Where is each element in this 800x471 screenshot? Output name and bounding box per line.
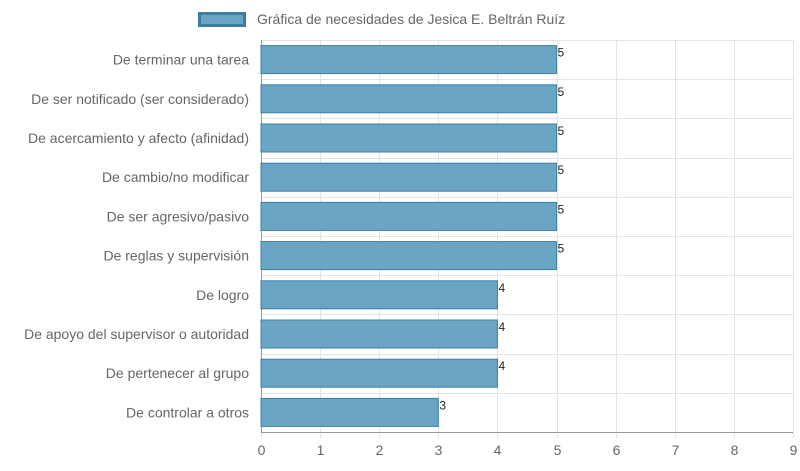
bar	[260, 280, 498, 310]
x-tick-label: 4	[494, 442, 502, 458]
x-tick-label: 6	[613, 442, 621, 458]
bar-value-label: 4	[498, 320, 505, 334]
x-tick-label: 2	[376, 442, 384, 458]
x-tick-label: 8	[731, 442, 739, 458]
y-category-label: De logro	[196, 287, 249, 303]
y-category-label: De controlar a otros	[126, 404, 249, 420]
legend-label: Gráfica de necesidades de Jesica E. Belt…	[257, 11, 566, 27]
bar-value-label: 5	[558, 202, 565, 216]
bar	[260, 358, 498, 388]
bar-value-label: 4	[498, 359, 505, 373]
bar	[260, 45, 558, 75]
bar-value-label: 3	[439, 398, 446, 412]
y-category-label: De ser notificado (ser considerado)	[31, 91, 249, 107]
bar	[260, 123, 558, 153]
x-tick-label: 9	[790, 442, 798, 458]
y-category-label: De reglas y supervisión	[103, 248, 249, 264]
y-category-label: De acercamiento y afecto (afinidad)	[28, 130, 249, 146]
y-category-label: De cambio/no modificar	[102, 169, 249, 185]
bar	[260, 241, 558, 271]
y-category-label: De apoyo del supervisor o autoridad	[24, 326, 249, 342]
bar	[260, 397, 439, 427]
x-tick-label: 3	[435, 442, 443, 458]
bar-value-label: 5	[558, 85, 565, 99]
bar	[260, 84, 558, 114]
x-tick-label: 7	[672, 442, 680, 458]
bar-value-label: 5	[558, 124, 565, 138]
bar-value-label: 5	[558, 46, 565, 60]
bar-value-label: 4	[498, 281, 505, 295]
legend-swatch	[198, 11, 246, 27]
y-category-label: De pertenecer al grupo	[106, 365, 249, 381]
bar-value-label: 5	[558, 163, 565, 177]
x-tick-label: 1	[317, 442, 325, 458]
chart-legend[interactable]: Gráfica de necesidades de Jesica E. Belt…	[198, 8, 565, 30]
y-category-label: De ser agresivo/pasivo	[107, 208, 250, 224]
bar-value-label: 5	[558, 242, 565, 256]
bar	[260, 162, 558, 192]
bar	[260, 201, 558, 231]
x-tick-label: 5	[554, 442, 562, 458]
bar	[260, 319, 498, 349]
y-category-label: De terminar una tarea	[113, 52, 249, 68]
x-tick-label: 0	[258, 442, 266, 458]
